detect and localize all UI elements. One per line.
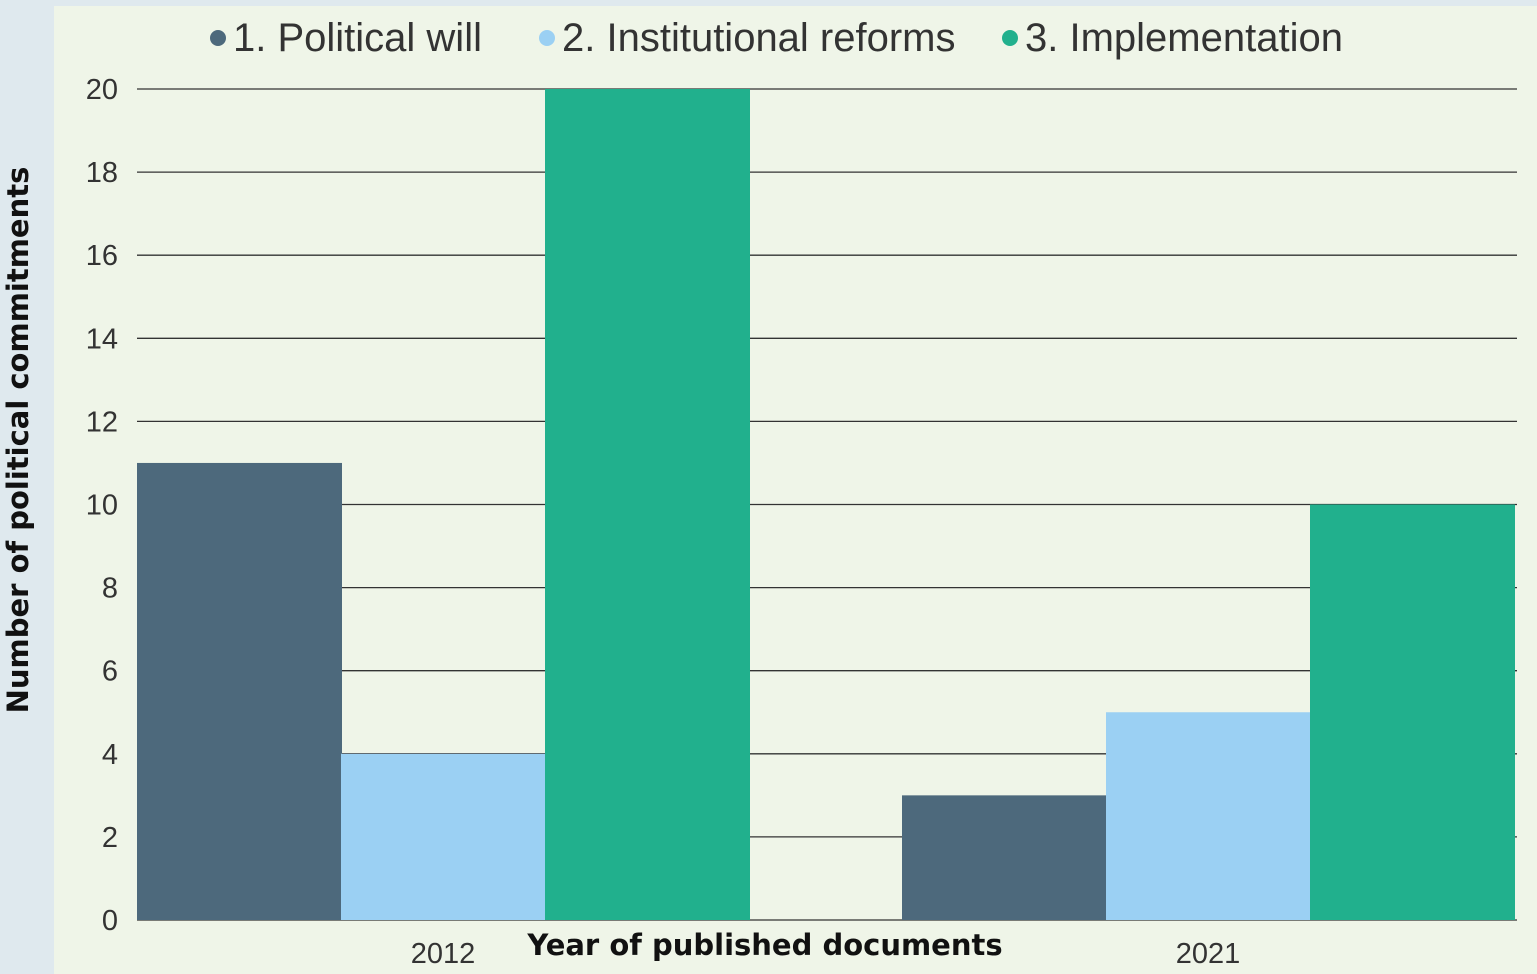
bar-2-2012	[341, 753, 546, 920]
legend-label: 1. Political will	[233, 16, 482, 60]
legend-marker	[539, 30, 555, 46]
y-tick-label: 10	[86, 490, 118, 522]
y-tick-label: 12	[86, 406, 118, 438]
bar-2-2021	[1106, 712, 1311, 920]
bar-1-2012	[137, 462, 342, 920]
y-tick-label: 14	[86, 323, 118, 355]
y-tick-label: 6	[102, 656, 118, 688]
legend-label: 2. Institutional reforms	[562, 16, 956, 60]
bar-1-2021	[902, 795, 1107, 920]
y-axis-title: Number of political commitments	[1, 167, 35, 714]
legend-marker	[1002, 30, 1018, 46]
y-tick-label: 20	[86, 74, 118, 106]
y-tick-label: 16	[86, 240, 118, 272]
x-tick-label: 2021	[1176, 938, 1241, 970]
y-tick-label: 4	[102, 739, 118, 771]
legend-marker	[210, 30, 226, 46]
bars	[137, 89, 1515, 920]
y-tick-label: 18	[86, 157, 118, 189]
y-tick-label: 0	[102, 905, 118, 937]
x-axis-title: Year of published documents	[526, 928, 1002, 962]
legend: 1. Political will 2. Institutional reform…	[210, 16, 1343, 60]
x-tick-label: 2012	[411, 938, 476, 970]
bar-3-2021	[1310, 504, 1515, 920]
y-tick-label: 8	[102, 573, 118, 605]
bar-3-2012	[545, 89, 750, 920]
y-tick-label: 2	[102, 822, 118, 854]
x-axis-ticks: 2012 2021	[411, 938, 1241, 970]
legend-label: 3. Implementation	[1025, 16, 1343, 60]
y-axis-ticks: 0 2 4 6 8 10 12 14 16 18 20	[86, 74, 118, 937]
